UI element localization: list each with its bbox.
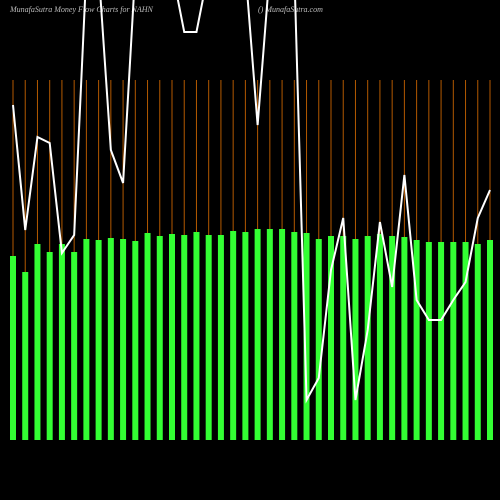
bar — [291, 232, 298, 440]
line — [12, 0, 491, 404]
bar — [462, 242, 469, 440]
bar — [10, 256, 16, 440]
bar — [279, 229, 286, 440]
bar — [95, 240, 102, 440]
bar — [132, 241, 139, 440]
chart-subtitle: () MunafaSutra.com — [258, 5, 323, 14]
bar — [144, 233, 151, 440]
bar — [120, 239, 127, 440]
bar — [376, 234, 383, 440]
bar — [58, 244, 65, 440]
bar — [389, 236, 396, 440]
bar — [328, 236, 334, 440]
chart-title: MunafaSutra Money Flow Charts for NAHN — [9, 5, 154, 14]
bar — [156, 236, 163, 440]
bar — [450, 242, 457, 440]
bar — [205, 235, 212, 440]
bar — [266, 229, 273, 440]
bar — [46, 252, 53, 440]
bar — [181, 235, 188, 440]
bar — [193, 232, 200, 440]
bar — [413, 240, 420, 440]
bar — [107, 238, 114, 440]
bar — [364, 236, 371, 440]
bar — [230, 231, 237, 440]
bar — [83, 239, 90, 440]
bar — [71, 252, 78, 440]
bar — [22, 272, 29, 440]
bar — [303, 233, 310, 440]
bar — [438, 242, 445, 440]
bar — [474, 244, 481, 440]
bar — [254, 229, 261, 440]
bar — [34, 244, 41, 440]
bar — [315, 239, 322, 440]
bar — [487, 240, 493, 440]
bar — [401, 237, 408, 440]
bar — [340, 236, 347, 440]
bar — [242, 232, 249, 440]
bar — [169, 234, 175, 440]
bar — [425, 242, 432, 440]
bar — [217, 235, 224, 440]
bar — [352, 239, 359, 440]
